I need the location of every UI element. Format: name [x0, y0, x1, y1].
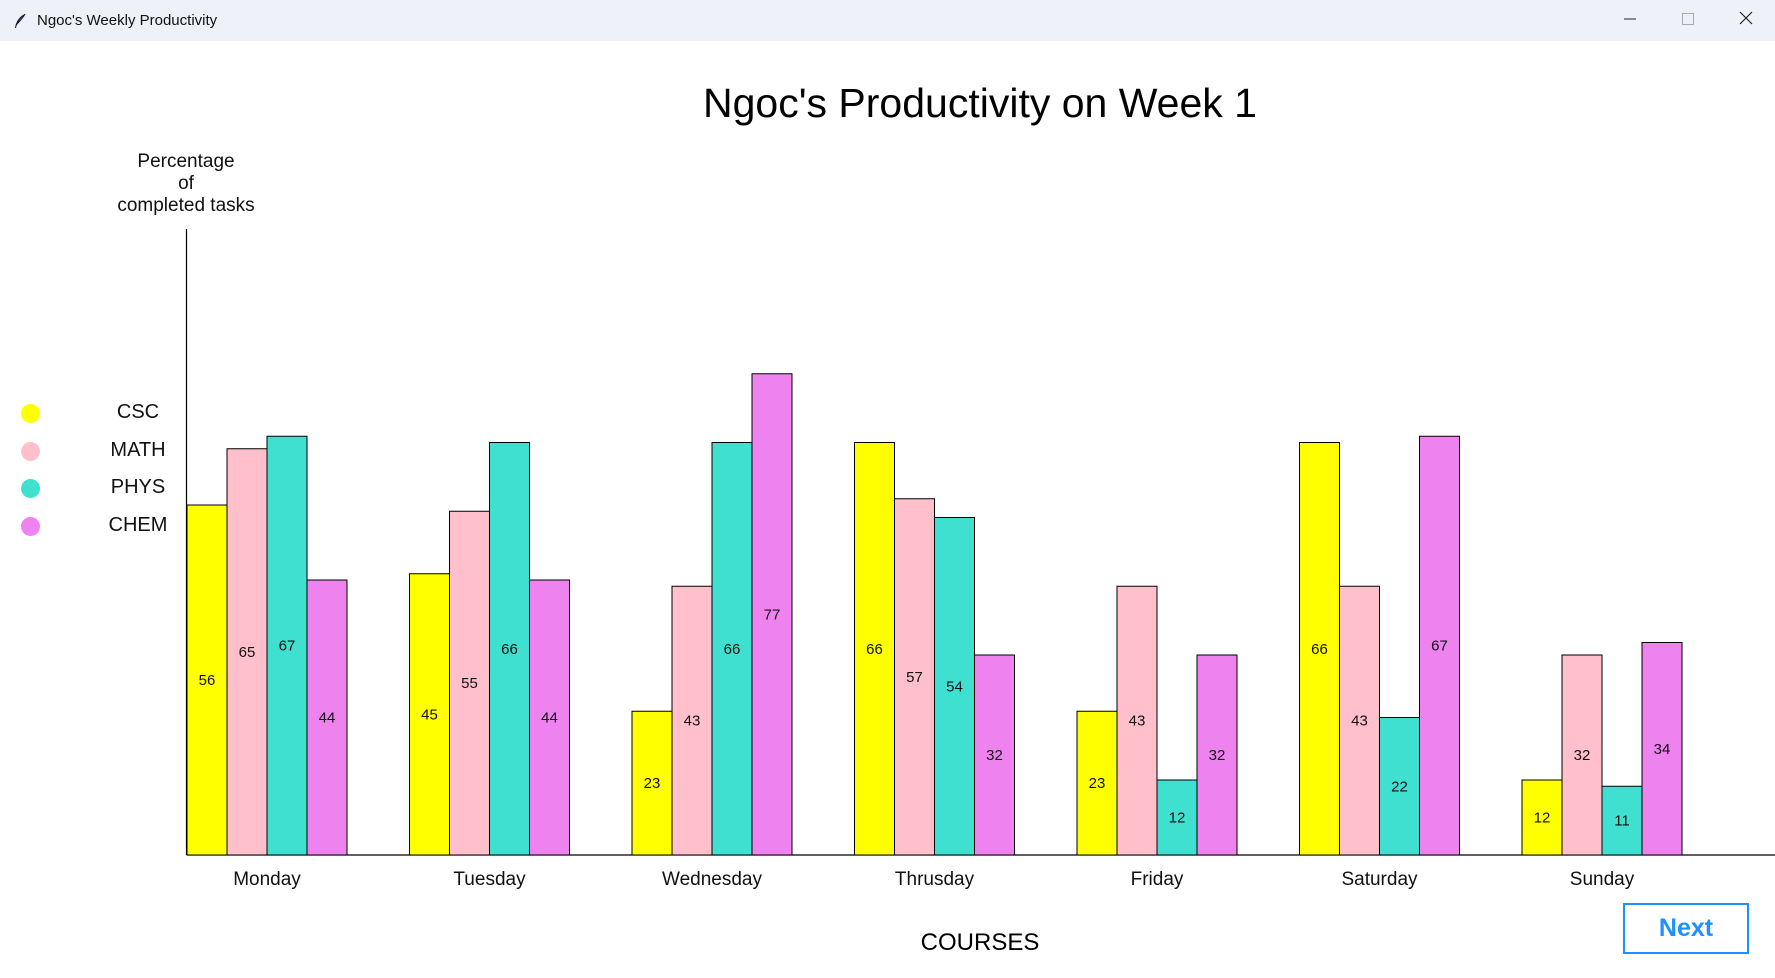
window-title: Ngoc's Weekly Productivity [37, 12, 218, 29]
feather-icon [12, 13, 28, 29]
bar-value-label: 54 [946, 678, 963, 695]
bar-phys-thrusday [934, 517, 975, 856]
bar-value-label: 45 [421, 706, 438, 723]
bar-value-label: 12 [1169, 810, 1186, 827]
bar-csc-wednesday [631, 710, 673, 856]
bar-csc-friday [1076, 710, 1118, 856]
bar-csc-thrusday [854, 442, 895, 856]
bar-csc-monday [186, 504, 228, 856]
x-tick-label: Saturday [1341, 869, 1418, 890]
legend-item-chem: CHEM [18, 508, 168, 546]
bar-math-monday [226, 448, 268, 856]
legend-item-math: MATH [18, 433, 168, 471]
bar-value-label: 32 [1209, 747, 1226, 764]
bar-value-label: 77 [764, 606, 781, 623]
minimize-button[interactable] [1601, 0, 1659, 41]
bar-csc-sunday [1521, 779, 1563, 856]
y-axis-label: Percentage of completed tasks [86, 151, 286, 217]
x-tick-label: Thrusday [895, 869, 975, 890]
legend-label-math: MATH [110, 438, 166, 461]
bar-chem-sunday [1641, 642, 1683, 856]
bar-csc-tuesday [409, 573, 450, 856]
bar-math-sunday [1561, 654, 1603, 856]
title-bar[interactable]: Ngoc's Weekly Productivity [0, 0, 1775, 41]
close-icon [1739, 11, 1753, 30]
legend-swatch-csc [21, 404, 40, 423]
bar-value-label: 55 [461, 675, 478, 692]
bar-math-wednesday [671, 585, 713, 856]
x-tick-label: Sunday [1570, 869, 1635, 890]
legend-item-phys: PHYS [18, 470, 168, 508]
legend-item-csc: CSC [18, 395, 168, 433]
bar-value-label: 66 [724, 641, 741, 658]
bar-value-label: 23 [644, 775, 661, 792]
legend-swatch-phys [21, 479, 40, 498]
bar-chem-wednesday [751, 373, 793, 856]
legend-label-phys: PHYS [110, 476, 166, 498]
bar-value-label: 57 [906, 669, 923, 686]
bar-phys-wednesday [711, 442, 753, 856]
close-button[interactable] [1717, 0, 1775, 41]
bar-value-label: 32 [1574, 747, 1591, 764]
bar-value-label: 12 [1534, 810, 1551, 827]
legend-swatch-math [21, 441, 40, 461]
legend-label-csc: CSC [116, 401, 160, 423]
x-tick-label: Wednesday [662, 869, 762, 890]
bar-phys-friday [1156, 779, 1198, 856]
bar-value-label: 66 [866, 641, 883, 658]
bar-phys-tuesday [489, 442, 530, 856]
bar-value-label: 56 [199, 672, 216, 689]
bar-chart: 56 65 67 44 Monday 45 55 66 44 Tuesday 23 43 66 77 Wed… [185, 229, 1775, 890]
bar-value-label: 65 [239, 644, 256, 661]
bar-value-label: 22 [1391, 778, 1408, 795]
bar-value-label: 11 [1614, 813, 1630, 830]
bar-chem-tuesday [529, 579, 570, 856]
bar-chem-thrusday [974, 654, 1015, 856]
chart-canvas: Ngoc's Productivity on Week 1 Percentage… [0, 41, 1775, 978]
x-tick-label: Monday [233, 869, 301, 890]
bar-value-label: 43 [1129, 713, 1146, 730]
bar-csc-saturday [1299, 442, 1340, 856]
x-tick-label: Friday [1131, 869, 1184, 890]
maximize-icon [1682, 12, 1694, 30]
bar-value-label: 44 [541, 710, 558, 727]
bar-math-friday [1116, 585, 1158, 856]
chart-title: Ngoc's Productivity on Week 1 [703, 80, 1257, 126]
window-controls [1601, 0, 1775, 41]
bar-chem-monday [306, 579, 348, 856]
legend-label-chem: CHEM [108, 513, 168, 536]
y-axis-label-text: Percentage of completed tasks [117, 151, 255, 216]
bar-value-label: 67 [1431, 638, 1448, 655]
bar-value-label: 43 [684, 713, 701, 730]
legend: CSC MATH PHYS CHEM [18, 395, 168, 545]
bar-chem-saturday [1419, 435, 1460, 856]
bar-value-label: 44 [319, 710, 336, 727]
bar-value-label: 23 [1089, 775, 1106, 792]
legend-swatch-chem [21, 516, 40, 536]
bar-value-label: 67 [279, 638, 296, 655]
bar-value-label: 66 [501, 641, 518, 658]
bar-value-label: 32 [986, 747, 1003, 764]
maximize-button[interactable] [1659, 0, 1717, 41]
bar-value-label: 66 [1311, 641, 1328, 658]
bar-math-saturday [1339, 585, 1380, 856]
x-axis-title: COURSES [920, 929, 1040, 956]
x-tick-label: Tuesday [453, 869, 526, 890]
minimize-icon [1624, 12, 1636, 30]
next-button[interactable]: Next [1623, 903, 1749, 954]
bar-value-label: 34 [1654, 741, 1671, 758]
bar-value-label: 43 [1351, 713, 1368, 730]
bar-chem-friday [1196, 654, 1238, 856]
